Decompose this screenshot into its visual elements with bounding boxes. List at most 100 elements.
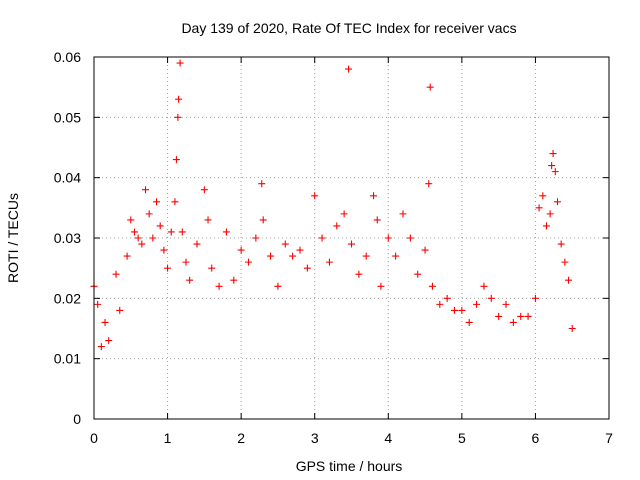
data-point [370, 192, 378, 200]
data-point [175, 95, 183, 103]
x-tick-label: 1 [164, 430, 172, 446]
data-point [561, 258, 569, 266]
x-tick-label: 2 [237, 430, 245, 446]
data-point [406, 234, 414, 242]
data-point [539, 192, 547, 200]
data-point [208, 264, 216, 272]
data-point [145, 210, 153, 218]
y-tick-label: 0.02 [54, 290, 81, 306]
data-point [428, 282, 436, 290]
data-point [172, 156, 180, 164]
x-tick-label: 4 [384, 430, 392, 446]
data-point [289, 252, 297, 260]
data-point [542, 222, 550, 230]
x-tick-label: 0 [90, 430, 98, 446]
data-point [546, 210, 554, 218]
y-tick-label: 0.05 [54, 109, 81, 125]
y-axis-label: ROTI / TECUs [5, 193, 21, 283]
data-point [204, 216, 212, 224]
data-point [200, 186, 208, 194]
data-point [149, 234, 157, 242]
data-point [487, 294, 495, 302]
data-points [90, 59, 576, 351]
tick-labels: 0 1 2 3 4 5 6 7 0 0.01 0.02 0.03 0.04 0.05 0.06 [54, 49, 613, 446]
data-point [193, 240, 201, 248]
data-point [252, 234, 260, 242]
data-point [164, 264, 172, 272]
data-point [97, 343, 105, 351]
data-point [535, 204, 543, 212]
data-point [112, 270, 120, 278]
data-point [215, 282, 223, 290]
x-axis-label: GPS time / hours [296, 458, 403, 474]
data-point [421, 246, 429, 254]
data-point [355, 270, 363, 278]
grid-lines [94, 57, 609, 419]
data-point [345, 65, 353, 73]
data-point [182, 258, 190, 266]
data-point [138, 240, 146, 248]
data-point [160, 246, 168, 254]
data-point [230, 276, 238, 284]
data-point [296, 246, 304, 254]
data-point [259, 216, 267, 224]
data-point [565, 276, 573, 284]
data-point [373, 216, 381, 224]
data-point [94, 300, 102, 308]
data-point [377, 282, 385, 290]
data-point [495, 312, 503, 320]
data-point [548, 162, 556, 170]
data-point [258, 180, 266, 188]
x-tick-label: 6 [532, 430, 540, 446]
data-point [156, 222, 164, 230]
x-tick-label: 5 [458, 430, 466, 446]
data-point [267, 252, 275, 260]
data-point [130, 228, 138, 236]
axis-ticks [93, 56, 610, 420]
data-point [116, 306, 124, 314]
data-point [414, 270, 422, 278]
data-point [178, 228, 186, 236]
data-point [465, 318, 473, 326]
data-point [443, 294, 451, 302]
data-point [531, 294, 539, 302]
data-point [333, 222, 341, 230]
data-point [101, 318, 109, 326]
data-point [426, 83, 434, 91]
data-point [502, 300, 510, 308]
data-point [568, 325, 576, 332]
data-point [340, 210, 348, 218]
data-point [509, 318, 517, 326]
data-point [105, 337, 113, 345]
data-point [222, 228, 230, 236]
y-tick-label: 0.03 [54, 230, 81, 246]
data-point [311, 192, 319, 200]
y-tick-label: 0.01 [54, 351, 81, 367]
data-point [176, 59, 184, 67]
data-point [174, 113, 182, 121]
data-point [245, 258, 252, 266]
data-point [425, 180, 433, 188]
data-point [458, 306, 466, 314]
x-tick-label: 7 [605, 430, 613, 446]
plot-frame [93, 56, 610, 420]
data-point [274, 282, 282, 290]
data-point [325, 258, 333, 266]
x-tick-label: 3 [311, 430, 319, 446]
data-point [524, 312, 532, 320]
data-point [171, 198, 179, 206]
data-point [127, 216, 135, 224]
data-point [549, 150, 557, 158]
y-tick-label: 0.06 [54, 49, 81, 65]
data-point [134, 234, 142, 242]
data-point [480, 282, 488, 290]
data-point [237, 246, 245, 254]
data-point [399, 210, 407, 218]
data-point [473, 300, 481, 308]
y-tick-label: 0 [73, 411, 81, 427]
data-point [384, 234, 392, 242]
data-point [557, 240, 565, 248]
chart-title: Day 139 of 2020, Rate Of TEC Index for r… [181, 20, 516, 36]
data-point [554, 198, 561, 206]
